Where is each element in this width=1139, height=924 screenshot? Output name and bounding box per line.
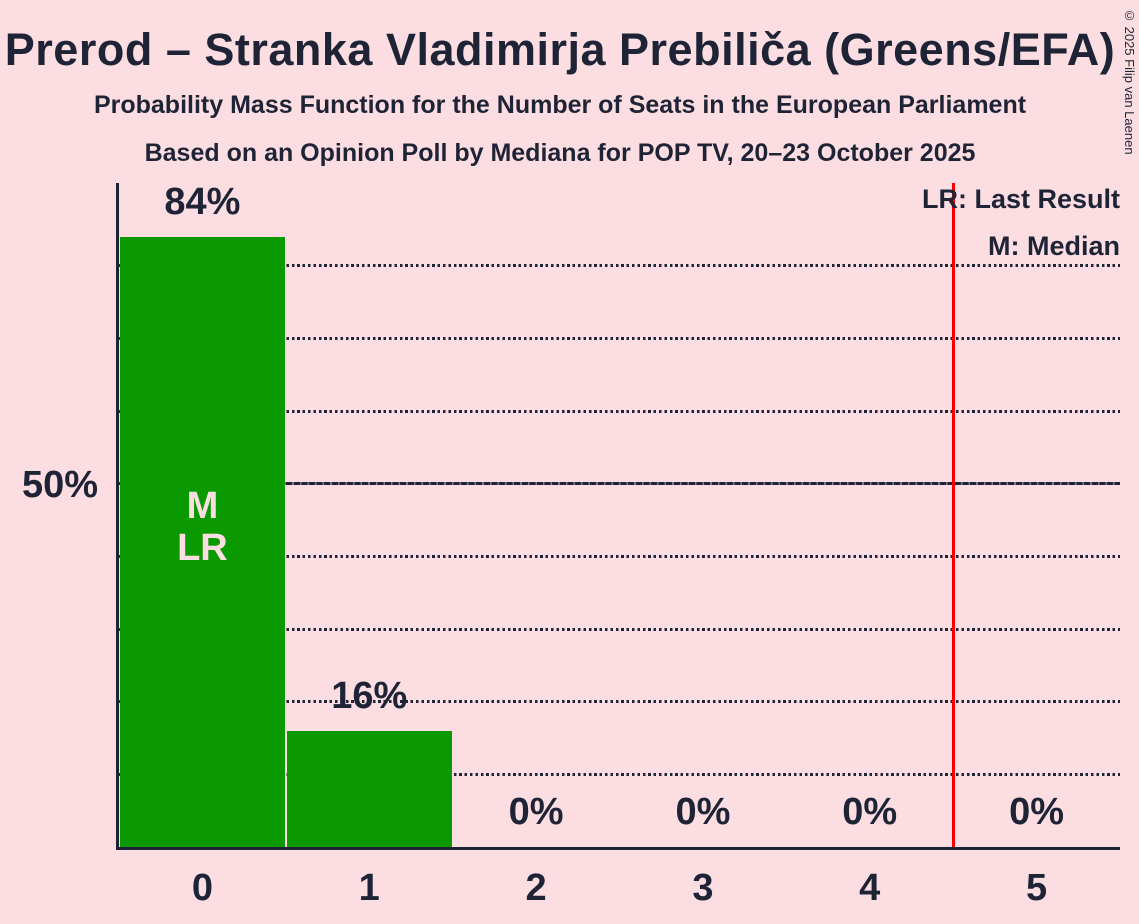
gridline-80-percent xyxy=(119,264,1120,268)
bar-value-label-2: 0% xyxy=(508,791,564,833)
chart-subtitle: Probability Mass Function for the Number… xyxy=(93,91,1027,119)
legend-last-result: LR: Last Result xyxy=(921,184,1120,214)
bar-value-label-0: 84% xyxy=(164,180,241,223)
x-tick-label-2: 2 xyxy=(525,867,547,909)
gridline-30-percent xyxy=(119,627,1120,631)
majority-threshold-line xyxy=(951,183,955,847)
plot-area: 84% M LR 16% 0% 0% 0% 0% LR: Last Result M: Me… xyxy=(116,180,1120,850)
chart-legend: LR: Last Result M: Median xyxy=(922,186,1120,260)
bar-value-label-4: 0% xyxy=(842,791,898,833)
y-axis-50-percent-label: 50% xyxy=(21,464,98,506)
gridline-40-percent xyxy=(119,554,1120,558)
legend-median: M: Median xyxy=(988,231,1120,261)
x-tick-label-4: 4 xyxy=(859,867,881,909)
bar-annotation-m-lr: M LR xyxy=(177,485,228,569)
chart-source-line: Based on an Opinion Poll by Mediana for … xyxy=(144,139,976,167)
gridline-10-percent xyxy=(119,772,1120,776)
bar-seats-1 xyxy=(286,730,452,847)
bar-value-label-5: 0% xyxy=(1009,791,1065,833)
x-tick-label-1: 1 xyxy=(358,867,380,909)
gridline-70-percent xyxy=(119,336,1120,340)
gridline-50-percent xyxy=(119,482,1120,486)
bar-value-label-3: 0% xyxy=(675,791,731,833)
gridline-60-percent xyxy=(119,409,1120,413)
x-tick-label-3: 3 xyxy=(692,867,714,909)
y-axis-line xyxy=(116,183,119,850)
x-tick-label-0: 0 xyxy=(191,867,213,909)
x-axis-line xyxy=(116,847,1120,850)
bar-value-label-1: 16% xyxy=(331,674,408,717)
x-tick-label-5: 5 xyxy=(1026,867,1048,909)
bar-seats-0 xyxy=(120,236,285,847)
copyright-note: © 2025 Filip van Laenen xyxy=(1122,8,1137,155)
chart-title: Prerod – Stranka Vladimirja Prebiliča (G… xyxy=(4,24,1116,75)
gridline-20-percent xyxy=(119,700,1120,704)
